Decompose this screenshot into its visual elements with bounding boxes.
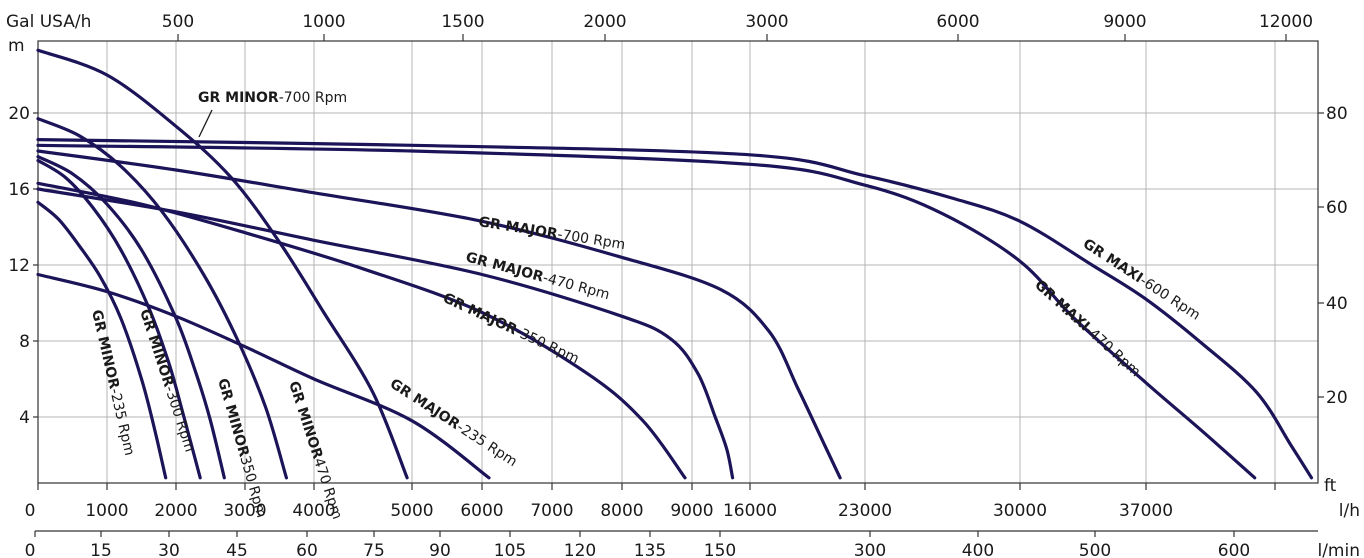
curve-label: GR MINOR-300 Rpm [136, 307, 197, 454]
curve-model: GR MAXI [1031, 277, 1092, 334]
top-axis-unit: Gal USA/h [6, 12, 91, 32]
lh-tick-label: 4000 [292, 501, 335, 521]
performance-curve [36, 48, 409, 480]
curve-model: GR MINOR [285, 379, 325, 461]
lh-tick-label: 7000 [530, 501, 573, 521]
lh-tick-label: 1000 [85, 501, 128, 521]
top-tick-label: 3000 [745, 12, 788, 32]
curve-speed: -700 Rpm [279, 90, 347, 106]
lh-tick-label: 16000 [723, 501, 777, 521]
curve-model: GR MINOR [88, 308, 122, 390]
lmin-tick-label: 120 [564, 541, 596, 558]
performance-curve [36, 158, 202, 480]
lh-axis-unit: l/h [1339, 501, 1360, 521]
m-tick-label: 12 [8, 256, 30, 276]
lh-tick-label: 8000 [600, 501, 643, 521]
curve-label: GR MINOR-235 Rpm [88, 308, 137, 457]
lmin-axis-unit: l/min [1317, 541, 1360, 558]
curve-speed: -235 Rpm [454, 419, 520, 470]
curve-model: GR MINOR [214, 377, 252, 459]
plot-frame [37, 40, 1319, 484]
label-leader-line [198, 109, 213, 138]
curves [36, 48, 1314, 480]
curve-speed: -470 Rpm [1082, 323, 1144, 381]
lmin-tick-label: 135 [634, 541, 666, 558]
lh-tick-label: 5000 [390, 501, 433, 521]
lmin-tick-label: 60 [296, 541, 318, 558]
top-tick-label: 1500 [441, 12, 484, 32]
lmin-tick-label: 75 [363, 541, 385, 558]
curve-model: GR MAJOR [387, 376, 463, 433]
lmin-tick-label: 500 [1079, 541, 1111, 558]
m-tick-label: 8 [19, 332, 30, 352]
performance-curve [36, 187, 735, 480]
performance-curve [36, 272, 491, 480]
lmin-tick-label: 30 [158, 541, 180, 558]
top-tick-label: 500 [162, 12, 194, 32]
m-axis-unit: m [8, 36, 25, 56]
curve-label: GR MAJOR-235 Rpm [387, 376, 520, 470]
lmin-tick-label: 15 [90, 541, 112, 558]
performance-curve [36, 117, 288, 480]
performance-curve [36, 181, 687, 480]
lh-tick-label: 37000 [1119, 501, 1173, 521]
lmin-tick-label: 400 [962, 541, 994, 558]
lh-tick-label: 9000 [670, 501, 713, 521]
lh-tick-label: 6000 [460, 501, 503, 521]
lmin-tick-label: 105 [494, 541, 526, 558]
curve-speed: -235 Rpm [106, 387, 137, 457]
curve-speed: -300 Rpm [161, 384, 197, 454]
top-tick-label: 1000 [302, 12, 345, 32]
top-tick-label: 9000 [1103, 12, 1146, 32]
lmin-tick-label: 150 [704, 541, 736, 558]
performance-curve [36, 149, 842, 480]
lh-tick-label: 23000 [838, 501, 892, 521]
lmin-tick-label: 90 [429, 541, 451, 558]
lh-tick-label: 3000 [223, 501, 266, 521]
lh-tick-label: 0 [25, 501, 36, 521]
lh-tick-label: 2000 [154, 501, 197, 521]
tick-labels: Gal USA/h 500 1000 1500 2000 3000 6000 9000 1200… [6, 12, 1360, 558]
ft-tick-label: 20 [1326, 388, 1348, 408]
curve-model: GR MAJOR [440, 290, 519, 338]
top-tick-label: 12000 [1259, 12, 1313, 32]
curve-label: GR MAXI-600 Rpm [1080, 236, 1203, 324]
performance-curve [36, 155, 226, 480]
curve-label: GR MAXI-470 Rpm [1031, 277, 1143, 380]
lmin-tick-label: 600 [1218, 541, 1250, 558]
ft-tick-label: 60 [1326, 198, 1348, 218]
ft-tick-label: 80 [1326, 104, 1348, 124]
curve-speed: -350 Rpm [513, 324, 582, 367]
curve-label: GR MINOR-700 Rpm [198, 90, 347, 106]
ft-axis-unit: ft [1324, 476, 1337, 496]
performance-curve [36, 200, 168, 480]
top-tick-label: 2000 [583, 12, 626, 32]
lmin-tick-label: 0 [25, 541, 36, 558]
curve-label: GR MAJOR-350 Rpm [440, 290, 581, 367]
m-tick-label: 16 [8, 180, 30, 200]
curve-label: GR MINOR470 Rpm [285, 379, 345, 521]
performance-curve [36, 138, 1314, 480]
lmin-tick-label: 300 [854, 541, 886, 558]
top-tick-label: 6000 [936, 12, 979, 32]
m-tick-label: 4 [19, 408, 30, 428]
lmin-tick-label: 45 [226, 541, 248, 558]
ft-tick-label: 40 [1326, 294, 1348, 314]
performance-curve [36, 143, 1257, 480]
lh-tick-label: 30000 [993, 501, 1047, 521]
curve-model: GR MAJOR [477, 214, 559, 242]
m-tick-label: 20 [8, 104, 30, 124]
grid [38, 41, 1318, 483]
axes [33, 34, 1324, 537]
curve-model: GR MINOR [198, 90, 279, 106]
